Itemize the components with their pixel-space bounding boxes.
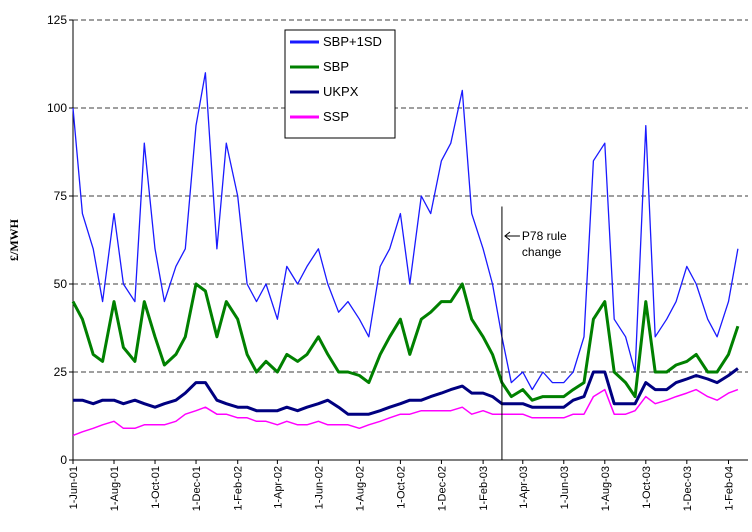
x-tick-label: 1-Apr-03 [518,466,530,509]
y-tick-label: 25 [54,365,68,379]
y-tick-label: 75 [54,189,68,203]
x-tick-label: 1-Oct-03 [641,466,653,509]
y-tick-label: 125 [47,13,67,27]
x-tick-label: 1-Jun-03 [559,466,571,509]
x-tick-label: 1-Dec-03 [682,466,694,511]
y-tick-label: 100 [47,101,67,115]
x-tick-label: 1-Feb-04 [724,466,736,511]
legend-label: SBP [323,59,349,74]
x-tick-label: 1-Feb-02 [233,466,245,511]
annotation-arrow [504,231,520,241]
x-tick-label: 1-Aug-01 [109,466,121,511]
x-tick-label: 1-Jun-01 [68,466,80,509]
y-axis-title: £/MWH [7,218,21,261]
x-tick-label: 1-Aug-02 [354,466,366,511]
series-line [73,367,739,416]
y-tick-label: 0 [60,453,67,467]
x-tick-label: 1-Dec-02 [436,466,448,511]
x-tick-label: 1-Oct-01 [150,466,162,509]
x-tick-label: 1-Jun-02 [313,466,325,509]
x-tick-label: 1-Oct-02 [395,466,407,509]
series-line [72,72,739,391]
x-tick-label: 1-Aug-03 [600,466,612,511]
y-tick-label: 50 [54,277,68,291]
x-tick-label: 1-Dec-01 [191,466,203,511]
series-line [72,388,739,437]
legend-box [284,29,396,139]
series-line [71,282,740,402]
x-tick-label: 1-Feb-03 [478,466,490,511]
x-tick-label: 1-Apr-02 [272,466,284,509]
legend: SBP+1SD SBP UKPX SSP [284,29,396,139]
legend-label: SBP+1SD [323,34,382,49]
annotation-text: P78 rule [522,229,567,243]
annotation-text: change [522,245,562,259]
legend-label: SSP [323,109,349,124]
legend-label: UKPX [323,84,359,99]
